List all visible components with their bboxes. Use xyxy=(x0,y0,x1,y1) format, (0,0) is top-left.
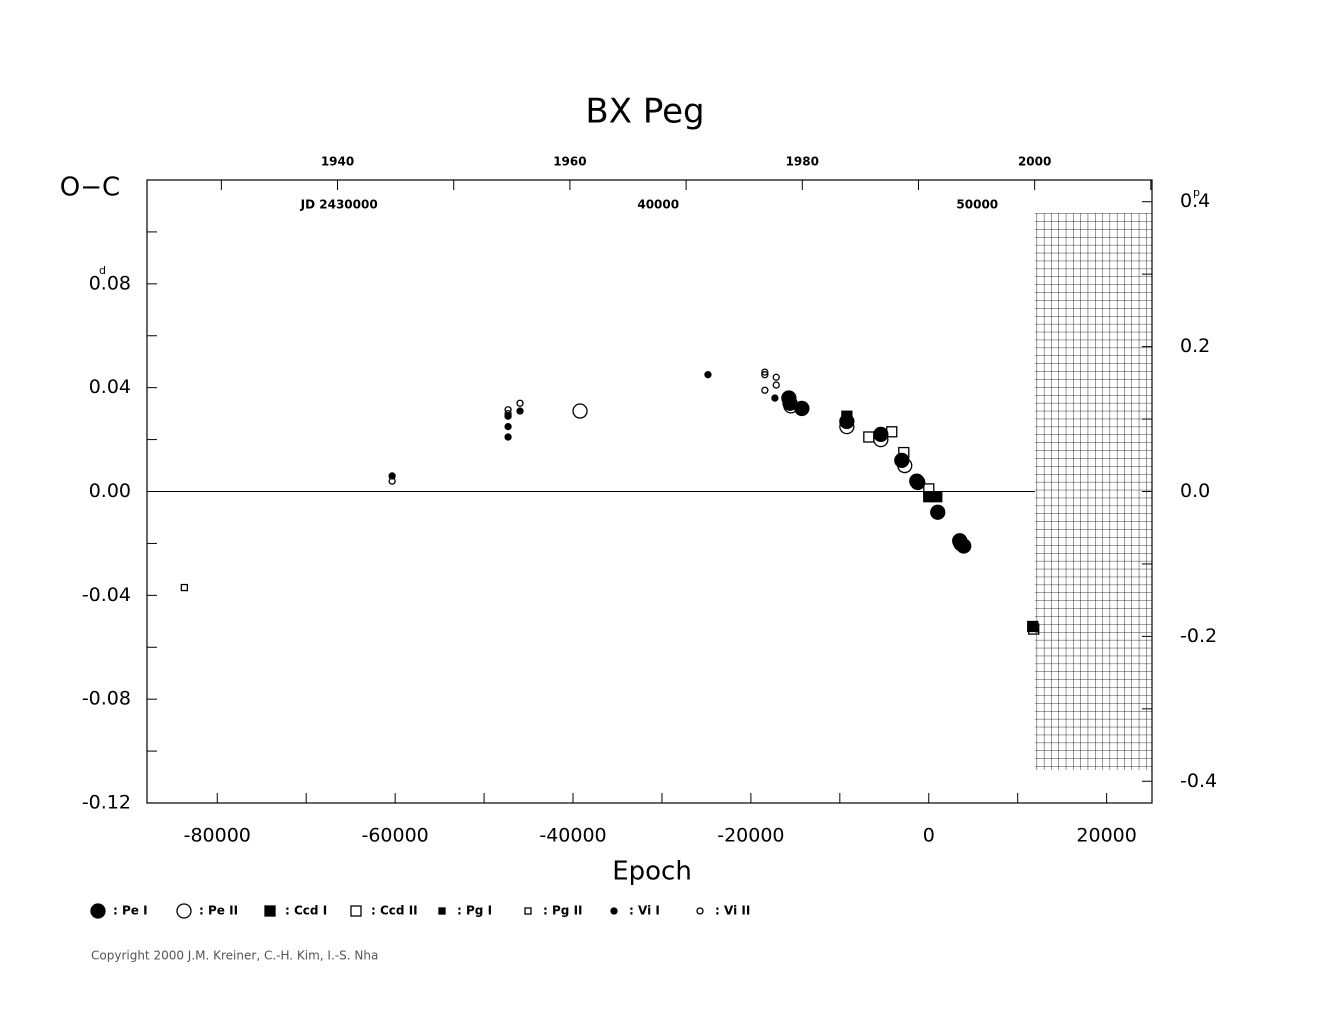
copyright: Copyright 2000 J.M. Kreiner, C.-H. Kim, … xyxy=(91,949,378,963)
y2-tick-label: 0.4 xyxy=(1180,190,1210,212)
data-point xyxy=(841,410,853,422)
data-point xyxy=(783,398,799,414)
x-tick-label: -60000 xyxy=(361,825,428,847)
y-tick-label: 0.00 xyxy=(89,480,131,502)
legend-separator: : xyxy=(457,904,462,918)
legend-marker xyxy=(524,907,532,915)
legend-separator: : xyxy=(543,904,548,918)
data-point xyxy=(930,504,946,520)
data-point xyxy=(910,474,926,491)
legend-separator: : xyxy=(199,904,204,918)
legend-label: Ccd I xyxy=(294,904,327,918)
data-point xyxy=(572,403,588,419)
data-point xyxy=(953,535,969,552)
y-unit: d xyxy=(99,264,106,277)
legend-label: Pe I xyxy=(122,904,148,918)
legend-label: Vi I xyxy=(638,904,660,918)
data-point xyxy=(772,381,780,389)
data-point xyxy=(180,583,189,592)
x2-tick-label: 1960 xyxy=(553,155,586,169)
data-point xyxy=(772,373,780,381)
legend-label: Ccd II xyxy=(380,904,418,918)
legend-label: Pg I xyxy=(466,904,492,918)
legend-marker xyxy=(90,903,106,919)
legend-label: Pg II xyxy=(552,904,583,918)
legend-separator: : xyxy=(629,904,634,918)
x-tick-label: 0 xyxy=(923,825,935,847)
data-point xyxy=(504,406,512,414)
legend-marker xyxy=(610,907,618,915)
legend-separator: : xyxy=(113,904,118,918)
jd-tick-label: 50000 xyxy=(956,198,998,212)
data-point xyxy=(894,452,910,469)
y2-tick-label: -0.2 xyxy=(1180,625,1217,647)
y2-tick-label: 0.2 xyxy=(1180,335,1210,357)
x-axis-label: Epoch xyxy=(612,857,692,887)
x-tick-label: -80000 xyxy=(184,825,251,847)
legend-marker xyxy=(264,905,276,917)
data-point xyxy=(761,386,769,394)
y2-tick-label: 0.0 xyxy=(1180,480,1210,502)
x2-tick-label: 2000 xyxy=(1018,155,1051,169)
data-point xyxy=(704,371,712,379)
x-tick-label: 20000 xyxy=(1076,825,1136,847)
data-point xyxy=(761,368,769,376)
y-tick-label: -0.04 xyxy=(82,584,131,606)
data-point xyxy=(504,433,512,441)
data-point xyxy=(504,422,512,431)
data-point xyxy=(388,477,396,485)
legend-marker xyxy=(176,903,192,919)
x-tick-label: -20000 xyxy=(717,825,784,847)
jd-tick-label: 40000 xyxy=(637,198,679,212)
legend-label: Vi II xyxy=(724,904,750,918)
y2-unit: p xyxy=(1193,186,1200,199)
y-axis-label: O−C xyxy=(60,173,120,203)
legend-separator: : xyxy=(285,904,290,918)
x-tick-label: -40000 xyxy=(539,825,606,847)
future-region xyxy=(1035,213,1152,770)
data-point xyxy=(761,371,769,379)
legend-marker xyxy=(438,907,446,915)
y2-tick-label: -0.4 xyxy=(1180,770,1217,792)
data-point xyxy=(897,457,913,474)
chart-title: BX Peg xyxy=(585,92,704,132)
legend-marker xyxy=(350,905,362,917)
x2-tick-label: 1940 xyxy=(321,155,354,169)
x2-tick-label: 1980 xyxy=(786,155,819,169)
data-point xyxy=(388,472,396,480)
data-point xyxy=(923,483,935,495)
legend-separator: : xyxy=(715,904,720,918)
y-tick-label: -0.12 xyxy=(82,792,131,814)
data-point xyxy=(931,491,943,503)
data-point xyxy=(863,431,875,443)
y-tick-label: 0.08 xyxy=(89,272,131,294)
data-point xyxy=(771,394,779,402)
data-point xyxy=(1027,620,1039,633)
jd-tick-label: JD 2430000 xyxy=(300,198,378,212)
data-point xyxy=(516,399,524,407)
y-tick-label: -0.08 xyxy=(82,688,131,710)
data-point xyxy=(1028,623,1040,635)
y-tick-label: 0.04 xyxy=(89,376,131,398)
data-point xyxy=(504,409,512,418)
data-point xyxy=(898,446,910,459)
legend-label: Pe II xyxy=(208,904,238,918)
legend-separator: : xyxy=(371,904,376,918)
legend-marker xyxy=(696,907,704,915)
data-point xyxy=(886,426,898,438)
data-point xyxy=(516,407,524,415)
data-point xyxy=(956,538,972,554)
